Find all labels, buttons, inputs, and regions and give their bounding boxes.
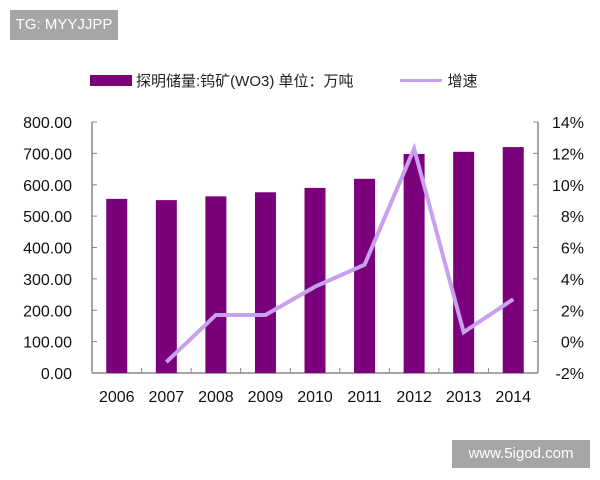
bar-2012 xyxy=(403,154,425,373)
legend-bar-label: 探明储量:钨矿(WO3) 单位：万吨 xyxy=(136,73,354,90)
growth-line xyxy=(164,142,515,364)
bar-2010 xyxy=(304,187,326,373)
legend-line-label: 增速 xyxy=(447,73,478,90)
right-tick-label: 8% xyxy=(561,209,584,226)
x-tick-label: 2013 xyxy=(446,389,482,406)
bar-2011 xyxy=(354,178,376,373)
x-tick-label: 2009 xyxy=(248,389,284,406)
right-tick-label: 4% xyxy=(561,272,584,289)
x-tick-label: 2007 xyxy=(149,389,185,406)
bar-2006 xyxy=(106,198,128,373)
right-tick-label: 6% xyxy=(561,241,584,258)
left-tick-label: 300.00 xyxy=(23,272,72,289)
left-tick-label: 600.00 xyxy=(23,178,72,195)
legend-line-swatch xyxy=(399,79,442,82)
left-tick-label: 400.00 xyxy=(23,241,72,258)
watermark-top-left: TG: MYYJJPP xyxy=(10,10,118,40)
right-tick-label: 0% xyxy=(561,335,584,352)
right-tick-label: 14% xyxy=(552,115,584,132)
bar-2007 xyxy=(155,200,177,373)
bar-2013 xyxy=(453,151,475,373)
watermark-bottom-right: www.5igod.com xyxy=(452,440,590,468)
legend-bar-swatch xyxy=(90,75,132,86)
left-tick-label: 200.00 xyxy=(23,303,72,320)
x-tick-label: 2010 xyxy=(297,389,333,406)
x-tick-label: 2006 xyxy=(99,389,135,406)
x-tick-label: 2014 xyxy=(495,389,531,406)
x-tick-label: 2008 xyxy=(198,389,234,406)
right-tick-label: 12% xyxy=(552,146,584,163)
left-tick-label: 100.00 xyxy=(23,335,72,352)
left-tick-label: 700.00 xyxy=(23,146,72,163)
x-tick-label: 2012 xyxy=(396,389,432,406)
left-tick-label: 500.00 xyxy=(23,209,72,226)
right-tick-label: 10% xyxy=(552,178,584,195)
bar-2014 xyxy=(502,147,524,373)
right-tick-label: -2% xyxy=(556,366,584,383)
bar-2009 xyxy=(254,192,276,373)
left-tick-label: 800.00 xyxy=(23,115,72,132)
legend: 探明储量:钨矿(WO3) 单位：万吨 增速 xyxy=(90,70,478,91)
right-tick-label: 2% xyxy=(561,303,584,320)
left-tick-label: 0.00 xyxy=(41,366,72,383)
bar-2008 xyxy=(205,196,227,373)
x-tick-label: 2011 xyxy=(347,389,382,406)
